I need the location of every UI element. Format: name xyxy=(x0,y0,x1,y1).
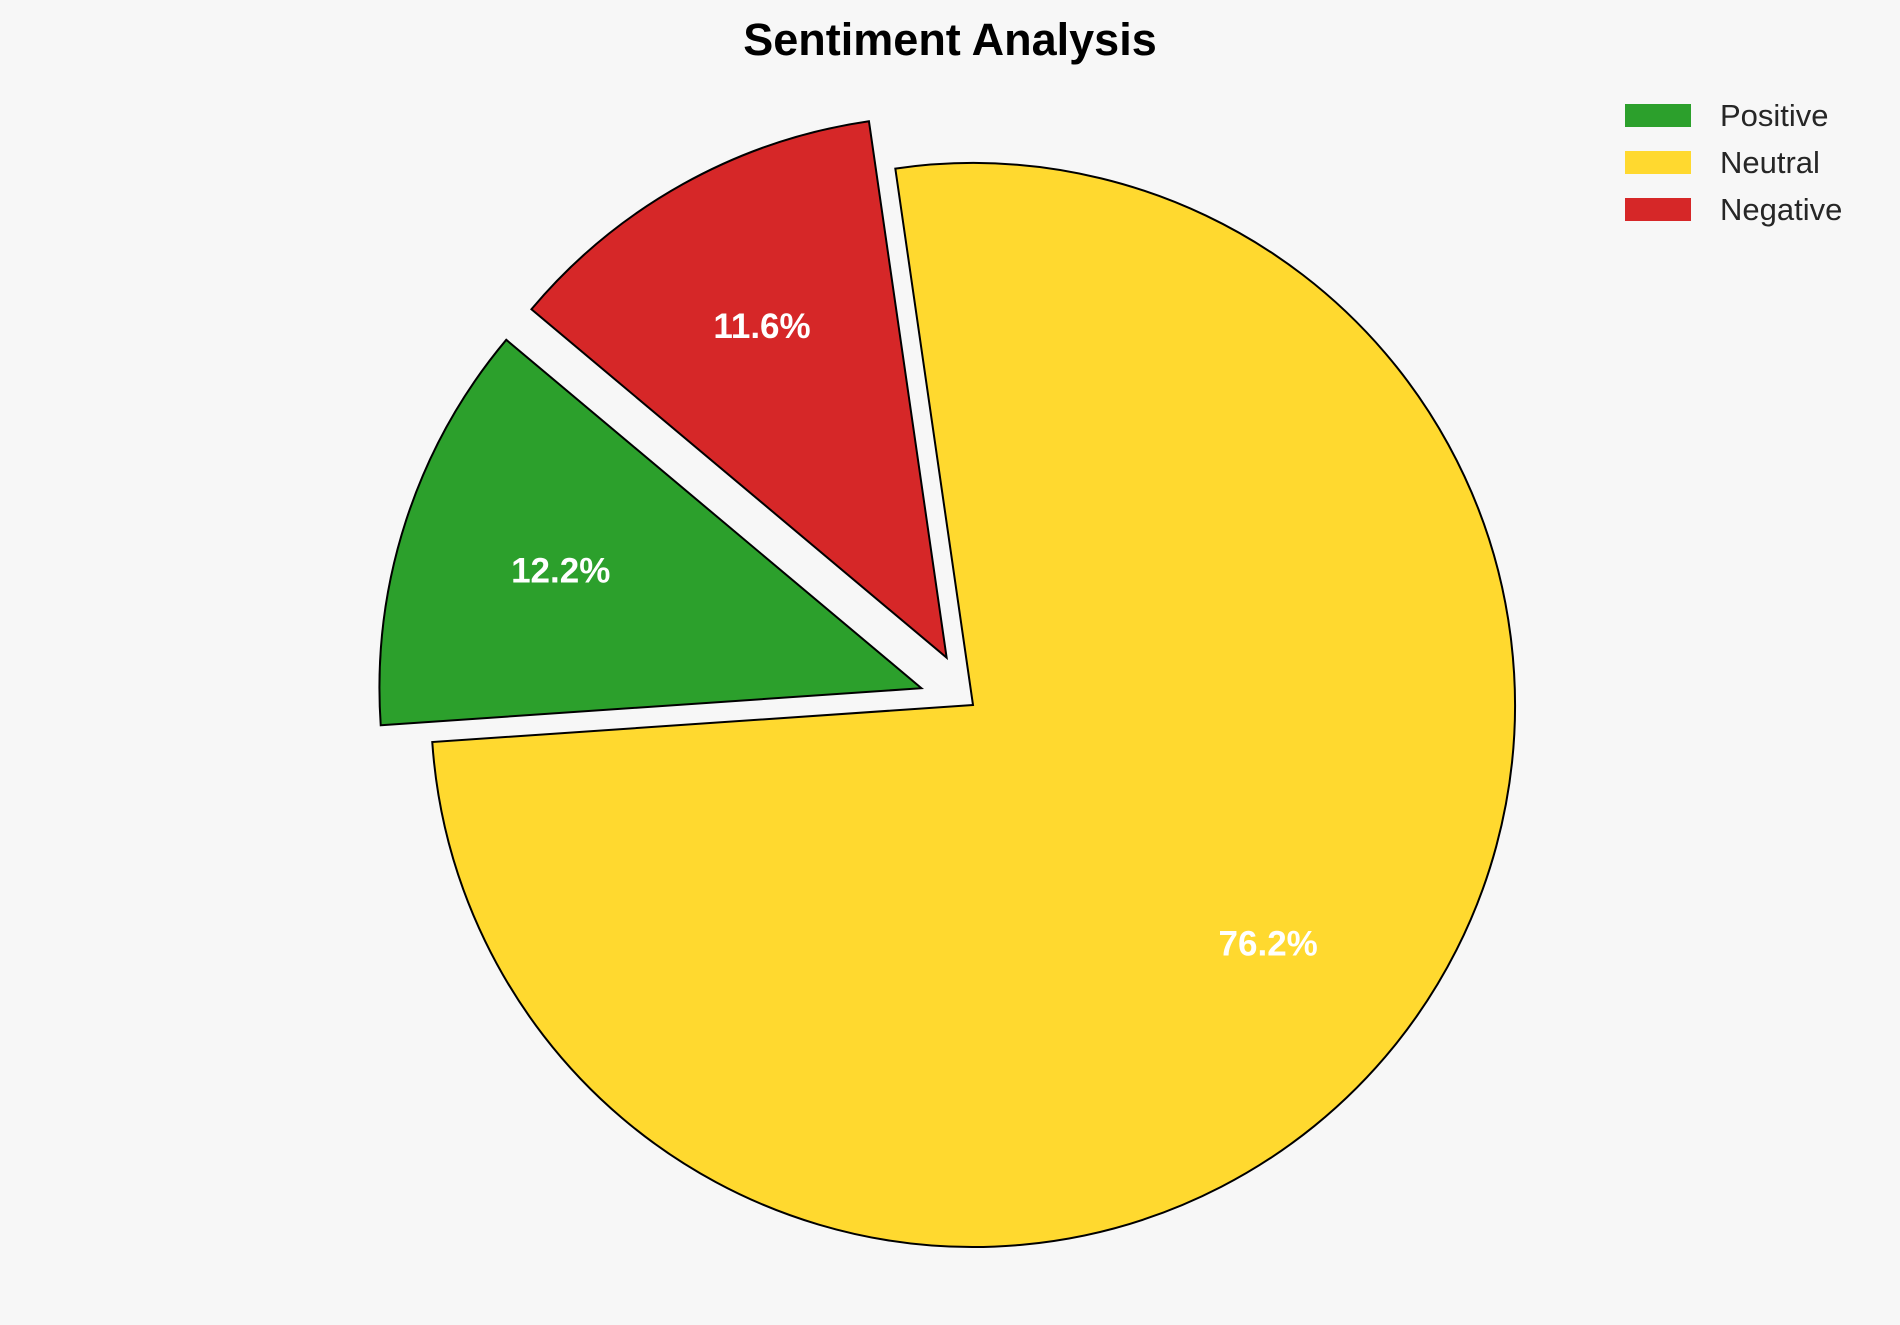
legend-label-positive: Positive xyxy=(1720,98,1829,133)
legend-swatch-positive xyxy=(1625,104,1691,127)
slice-label-positive: 12.2% xyxy=(511,552,610,591)
slice-label-neutral: 76.2% xyxy=(1219,924,1318,963)
pie-slice-negative xyxy=(530,120,948,661)
legend-swatch-neutral xyxy=(1625,151,1691,174)
legend: Positive Neutral Negative xyxy=(1625,98,1842,227)
legend-swatch-negative xyxy=(1625,198,1691,221)
chart-title: Sentiment Analysis xyxy=(743,14,1156,65)
legend-label-negative: Negative xyxy=(1720,192,1842,227)
pie-slice-positive xyxy=(378,338,925,727)
pie-slice-neutral xyxy=(431,162,1516,1248)
legend-label-neutral: Neutral xyxy=(1720,145,1820,180)
slice-label-negative: 11.6% xyxy=(713,307,810,346)
